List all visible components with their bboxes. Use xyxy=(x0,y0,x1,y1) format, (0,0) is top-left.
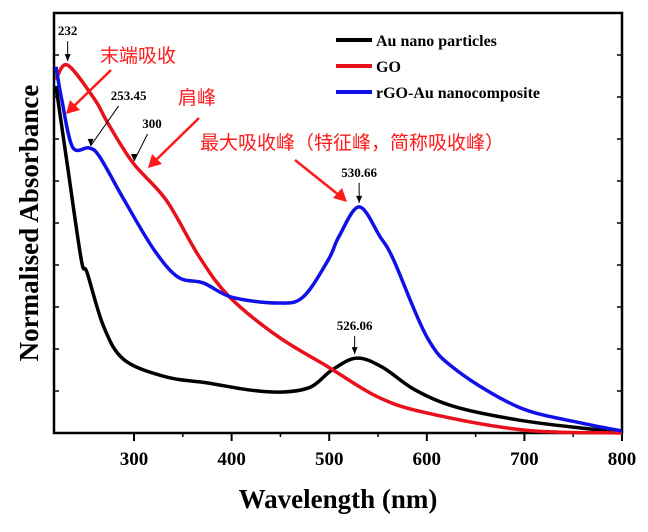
peak-arrow xyxy=(90,105,120,147)
arrowhead-icon xyxy=(66,100,80,114)
arrow-end-absorption xyxy=(71,69,112,109)
x-axis-ticks: 300 400 500 600 700 800 xyxy=(54,54,637,470)
x-tick-label: 700 xyxy=(510,449,539,470)
series-line-rgo-au-nanocomposite xyxy=(54,66,623,433)
peak-labels: 232 253.45 300 530.66 526.06 xyxy=(58,23,378,355)
x-tick-label: 400 xyxy=(217,449,246,470)
arrowhead-icon xyxy=(356,195,363,203)
x-axis-title: Wavelength (nm) xyxy=(239,484,438,514)
peak-label: 526.06 xyxy=(337,318,373,333)
arrow-max-absorption-peak xyxy=(294,159,341,197)
x-tick-label: 800 xyxy=(608,449,637,470)
x-tick-label: 500 xyxy=(315,449,344,470)
series-line-go xyxy=(54,63,623,435)
arrowhead-icon xyxy=(64,54,71,62)
arrowhead-icon xyxy=(131,153,138,161)
arrowhead-icon xyxy=(87,138,94,146)
peak-label: 530.66 xyxy=(341,165,377,180)
arrowhead-icon xyxy=(351,347,358,355)
annotation-end-absorption: 末端吸收 xyxy=(100,45,176,67)
x-tick-label: 300 xyxy=(120,449,149,470)
y-axis-title: Normalised Absorbance xyxy=(14,85,44,362)
annotation-shoulder-peak: 肩峰 xyxy=(178,87,216,109)
peak-label: 232 xyxy=(58,23,78,38)
curves xyxy=(54,63,623,435)
annotation-max-absorption-peak: 最大吸收峰（特征峰，简称吸收峰） xyxy=(200,132,504,154)
legend-label-au: Au nano particles xyxy=(376,33,497,50)
peak-label: 300 xyxy=(142,116,162,131)
series-line-au-nano-particles xyxy=(54,85,623,434)
arrowhead-icon xyxy=(148,154,162,168)
red-annotations: 末端吸收 肩峰 最大吸收峰（特征峰，简称吸收峰） xyxy=(66,45,504,202)
legend: Au nano particles GO rGO-Au nanocomposit… xyxy=(336,33,540,102)
peak-arrow xyxy=(133,133,148,162)
peak-label: 253.45 xyxy=(111,88,147,103)
arrow-shoulder-peak xyxy=(153,117,200,163)
legend-label-rgo-au: rGO-Au nanocomposite xyxy=(376,85,540,102)
x-tick-label: 600 xyxy=(413,449,442,470)
arrowhead-icon xyxy=(333,188,347,202)
legend-label-go: GO xyxy=(376,59,401,76)
